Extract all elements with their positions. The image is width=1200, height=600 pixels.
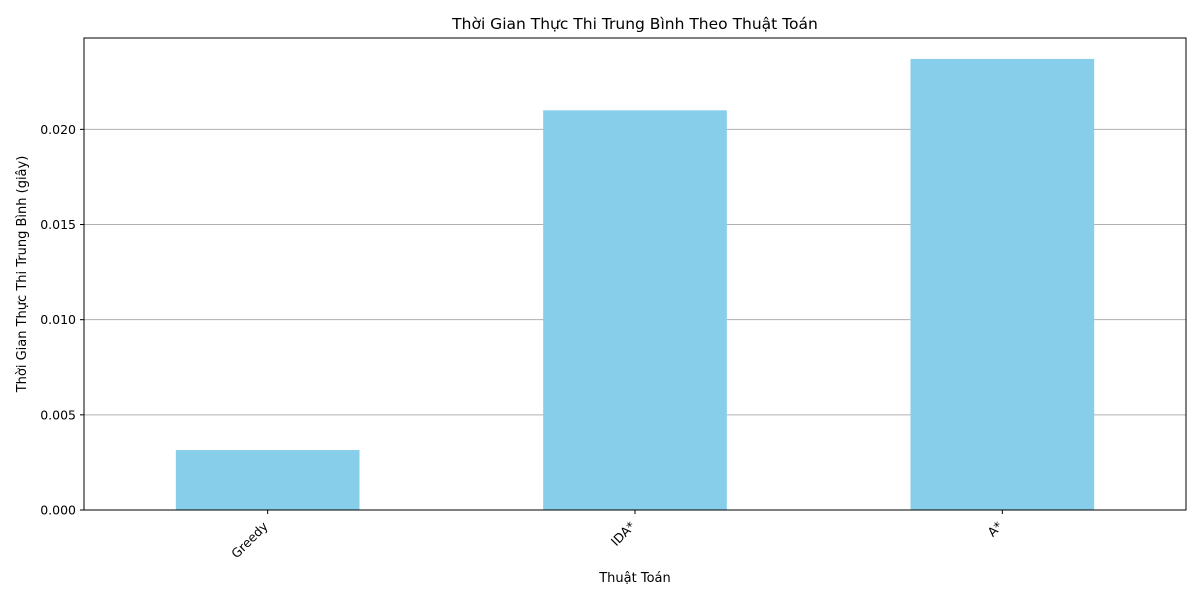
y-tick-label: 0.000 (40, 503, 76, 518)
y-axis-label: Thời Gian Thực Thi Trung Bình (giây) (15, 156, 30, 394)
bar (175, 450, 360, 510)
bar (543, 110, 727, 511)
bar (910, 58, 1095, 510)
y-axis-ticks: 0.000 0.005 0.010 0.015 0.020 (40, 122, 84, 518)
bars (175, 58, 1095, 511)
y-tick-label: 0.005 (40, 407, 76, 422)
x-axis-label: Thuật Toán (598, 571, 671, 586)
chart-title: Thời Gian Thực Thi Trung Bình Theo Thuật… (451, 15, 818, 33)
y-tick-label: 0.010 (40, 312, 76, 327)
y-tick-label: 0.020 (40, 122, 76, 137)
y-tick-label: 0.015 (40, 217, 76, 232)
